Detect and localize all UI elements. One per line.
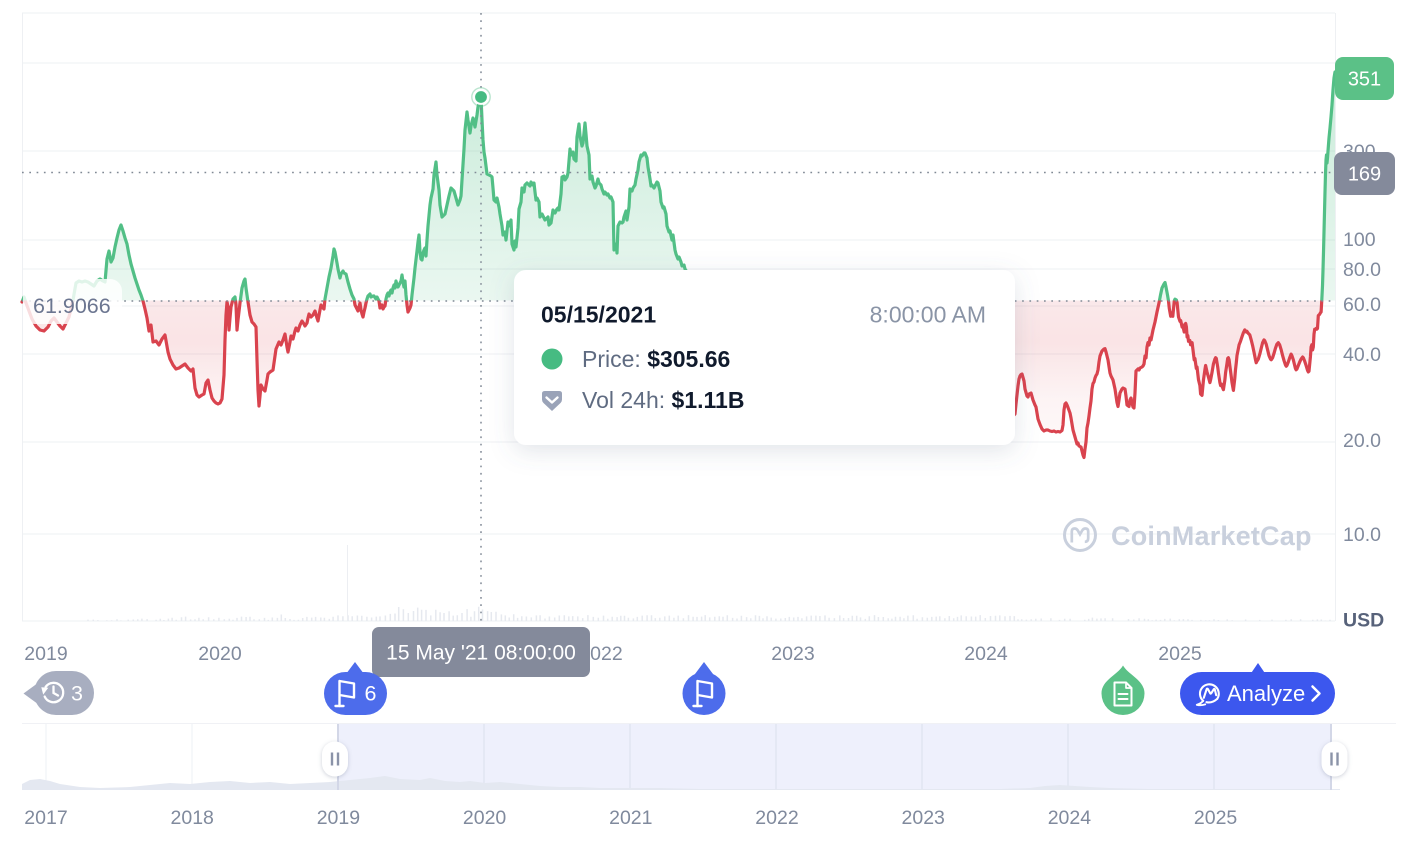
svg-text:2025: 2025 (1194, 807, 1238, 829)
svg-text:2024: 2024 (964, 643, 1008, 665)
svg-text:8:00:00 AM: 8:00:00 AM (870, 302, 986, 328)
svg-text:2022: 2022 (579, 643, 622, 665)
svg-text:2022: 2022 (755, 807, 798, 829)
svg-text:Vol 24h: $1.11B: Vol 24h: $1.11B (582, 387, 744, 413)
svg-text:15 May '21 08:00:00: 15 May '21 08:00:00 (386, 642, 576, 665)
svg-text:20.0: 20.0 (1343, 430, 1381, 452)
svg-text:6: 6 (365, 682, 377, 706)
svg-text:2020: 2020 (198, 643, 242, 665)
svg-text:351: 351 (1348, 69, 1381, 91)
svg-text:USD: USD (1343, 610, 1384, 632)
svg-text:2025: 2025 (1158, 643, 1202, 665)
svg-text:Price: $305.66: Price: $305.66 (582, 346, 730, 372)
svg-text:2023: 2023 (902, 807, 945, 829)
svg-text:2019: 2019 (317, 807, 360, 829)
svg-text:3: 3 (71, 682, 83, 706)
svg-text:100: 100 (1343, 229, 1376, 251)
svg-text:2017: 2017 (24, 807, 67, 829)
svg-text:CoinMarketCap: CoinMarketCap (1111, 521, 1312, 551)
svg-text:2023: 2023 (771, 643, 814, 665)
svg-text:Analyze: Analyze (1227, 681, 1305, 706)
svg-text:2021: 2021 (609, 807, 652, 829)
svg-text:10.0: 10.0 (1343, 524, 1381, 546)
svg-text:2018: 2018 (171, 807, 214, 829)
svg-text:2020: 2020 (463, 807, 507, 829)
svg-text:169: 169 (1348, 164, 1381, 186)
svg-text:2024: 2024 (1048, 807, 1092, 829)
svg-text:40.0: 40.0 (1343, 344, 1381, 366)
svg-text:80.0: 80.0 (1343, 259, 1381, 281)
svg-text:05/15/2021: 05/15/2021 (541, 302, 656, 328)
svg-text:2019: 2019 (24, 643, 67, 665)
svg-text:61.9066: 61.9066 (33, 294, 111, 318)
svg-text:60.0: 60.0 (1343, 294, 1381, 316)
